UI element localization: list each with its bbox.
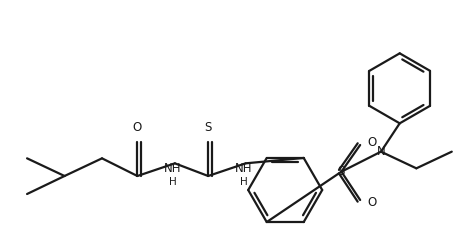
Text: H: H: [169, 177, 177, 187]
Text: S: S: [204, 121, 212, 134]
Text: O: O: [367, 195, 376, 209]
Text: H: H: [240, 177, 247, 187]
Text: N: N: [376, 145, 385, 158]
Text: S: S: [338, 165, 345, 178]
Text: O: O: [133, 121, 142, 134]
Text: NH: NH: [235, 162, 252, 175]
Text: NH: NH: [164, 162, 181, 175]
Text: O: O: [367, 136, 376, 150]
